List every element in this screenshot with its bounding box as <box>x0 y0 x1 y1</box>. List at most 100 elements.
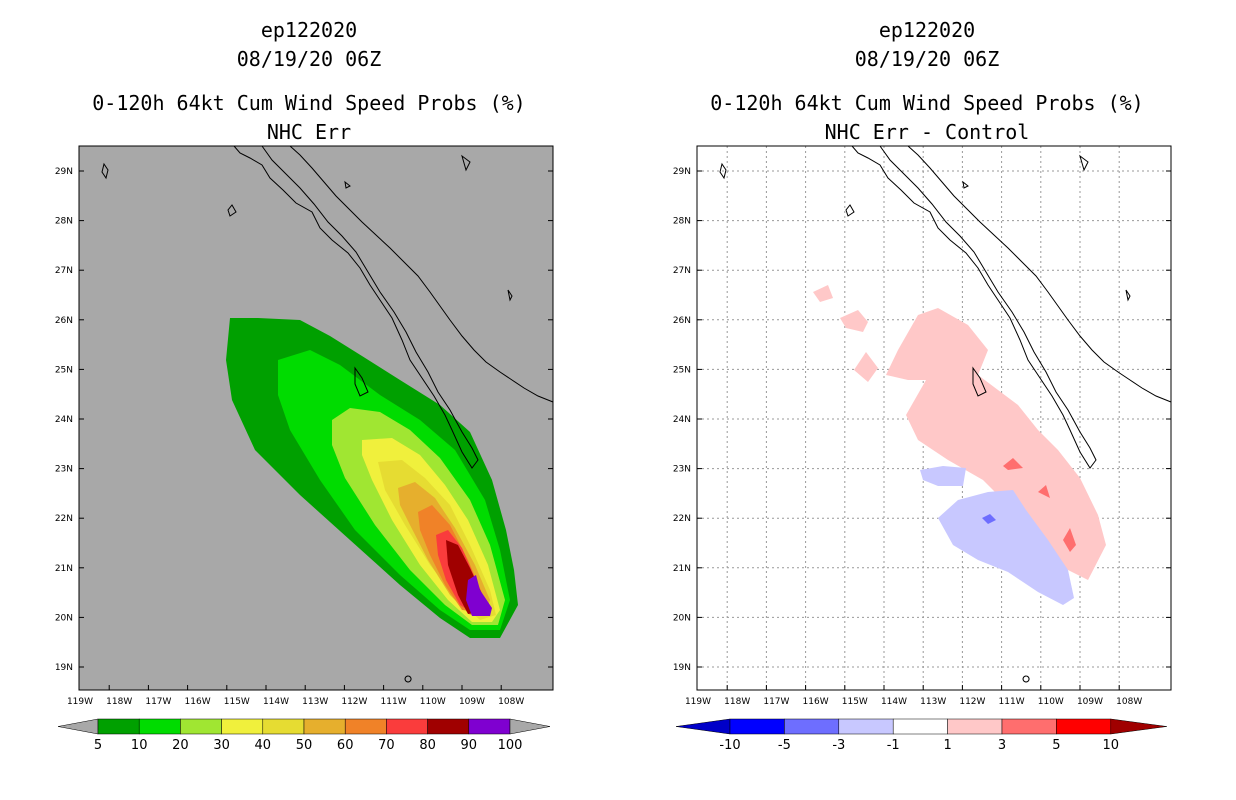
lat-tick-label: 26N <box>55 316 73 326</box>
lat-tick-label: 28N <box>55 217 73 227</box>
colorbar: -10 -5 -3 -1 1 3 5 10 <box>675 718 1167 753</box>
coastline-segment <box>1125 289 1131 302</box>
diff-pos-8 <box>1063 528 1076 552</box>
diff-pos-4 <box>854 352 878 382</box>
colorbar-label: 1 <box>943 738 951 753</box>
coastline-segment <box>1079 154 1089 172</box>
lon-tick-label: 111W <box>999 697 1025 707</box>
lon-tick-label: 108W <box>1116 697 1142 707</box>
colorbar-label: 30 <box>213 738 230 753</box>
lon-tick-label: 119W <box>67 697 93 707</box>
lon-tick-label: 110W <box>420 697 446 707</box>
colorbar-label: 60 <box>337 738 354 753</box>
right-panel: ep122020 08/19/20 06Z 0-120h 64kt Cum Wi… <box>618 0 1236 800</box>
product-title: 0-120h 64kt Cum Wind Speed Probs (%) <box>92 91 526 115</box>
colorbar-swatch <box>262 718 305 735</box>
lon-tick-label: 117W <box>145 697 171 707</box>
lon-tick-label: 114W <box>881 697 907 707</box>
colorbar-label: -1 <box>887 738 900 753</box>
colorbar-label: -3 <box>832 738 845 753</box>
axis-ticks: 119W 118W 117W 116W 115W 114W 113W 112W 111W 110W… <box>673 167 1171 707</box>
colorbar-label: 50 <box>296 738 313 753</box>
diff-neg-1 <box>938 490 1074 605</box>
diff-pos-6 <box>1003 458 1023 470</box>
colorbar-label: 40 <box>255 738 272 753</box>
colorbar-swatch <box>427 718 470 735</box>
map-frame <box>78 145 554 691</box>
storm-id: ep122020 <box>878 18 976 42</box>
coastline-segment <box>907 145 1172 403</box>
lon-tick-label: 112W <box>959 697 985 707</box>
lat-tick-label: 20N <box>673 613 691 623</box>
coastline-segment <box>972 366 987 397</box>
diff-pos-2 <box>813 285 833 302</box>
panel-subtitle: NHC Err - Control <box>824 120 1030 144</box>
lon-tick-label: 115W <box>842 697 868 707</box>
lon-tick-label: 117W <box>763 697 789 707</box>
colorbar-label: 10 <box>131 738 148 753</box>
colorbar-swatch <box>892 718 948 735</box>
colorbar-swatch <box>1001 718 1057 735</box>
colorbar-swatch <box>1056 718 1112 735</box>
colorbar-label: -10 <box>719 738 740 753</box>
lon-tick-label: 116W <box>803 697 829 707</box>
coastline-segment <box>354 366 369 397</box>
coastline-segment <box>344 180 351 189</box>
colorbar-swatch <box>180 718 222 735</box>
difference-contours <box>813 285 1106 605</box>
diff-neg-2 <box>920 466 966 486</box>
colorbar-label: 20 <box>172 738 189 753</box>
lat-tick-label: 25N <box>55 365 73 375</box>
lon-tick-label: 115W <box>224 697 250 707</box>
axis-ticks: 119W 118W 117W 116W 115W 114W 113W 112W 111W 110W… <box>55 167 553 707</box>
storm-id: ep122020 <box>260 18 358 42</box>
lon-tick-label: 118W <box>106 697 132 707</box>
coastline-segment <box>845 204 855 217</box>
lon-tick-label: 109W <box>459 697 485 707</box>
coastline-segment <box>507 289 513 302</box>
coastline <box>719 145 1172 683</box>
lat-tick-label: 26N <box>673 316 691 326</box>
coastline-segment <box>461 154 471 172</box>
left-panel: ep122020 08/19/20 06Z 0-120h 64kt Cum Wi… <box>55 18 554 753</box>
lon-tick-label: 116W <box>185 697 211 707</box>
lat-tick-label: 23N <box>55 465 73 475</box>
lat-tick-label: 21N <box>55 564 73 574</box>
diff-neg-3 <box>982 514 996 524</box>
lon-tick-label: 109W <box>1077 697 1103 707</box>
lon-tick-label: 119W <box>685 697 711 707</box>
lat-tick-label: 21N <box>673 564 691 574</box>
colorbar-swatch <box>947 718 1003 735</box>
lat-tick-label: 22N <box>55 514 73 524</box>
colorbar-low-arrow <box>57 718 99 735</box>
lon-tick-label: 112W <box>341 697 367 707</box>
lat-tick-label: 25N <box>673 365 691 375</box>
colorbar-label: 80 <box>419 738 436 753</box>
lon-tick-label: 110W <box>1038 697 1064 707</box>
lat-tick-label: 24N <box>673 415 691 425</box>
contour-90 <box>466 575 492 616</box>
colorbar-swatch <box>729 718 785 735</box>
lon-tick-label: 113W <box>302 697 328 707</box>
coastline-segment <box>962 180 969 189</box>
colorbar-label: 100 <box>498 738 523 753</box>
diff-pos-3 <box>840 310 868 332</box>
colorbar: 5 10 20 30 40 50 60 70 80 90 100 <box>57 718 551 753</box>
colorbar-high-arrow <box>1110 718 1167 735</box>
coastline-segment <box>289 145 554 403</box>
right-map: 119W 118W 117W 116W 115W 114W 113W 112W 111W 110W… <box>673 145 1172 753</box>
colorbar-swatch <box>221 718 264 735</box>
lat-tick-label: 19N <box>55 663 73 673</box>
lat-tick-label: 28N <box>673 217 691 227</box>
datetime: 08/19/20 06Z <box>236 47 382 71</box>
datetime: 08/19/20 06Z <box>854 47 1000 71</box>
coastline-segment <box>719 162 727 180</box>
lon-tick-label: 108W <box>498 697 524 707</box>
coastline-segment <box>851 145 1097 469</box>
lat-tick-label: 27N <box>55 266 73 276</box>
colorbar-swatch <box>344 718 387 735</box>
lat-tick-label: 23N <box>673 465 691 475</box>
colorbar-swatch <box>97 718 140 735</box>
colorbar-low-arrow <box>675 718 731 735</box>
lat-tick-label: 22N <box>673 514 691 524</box>
